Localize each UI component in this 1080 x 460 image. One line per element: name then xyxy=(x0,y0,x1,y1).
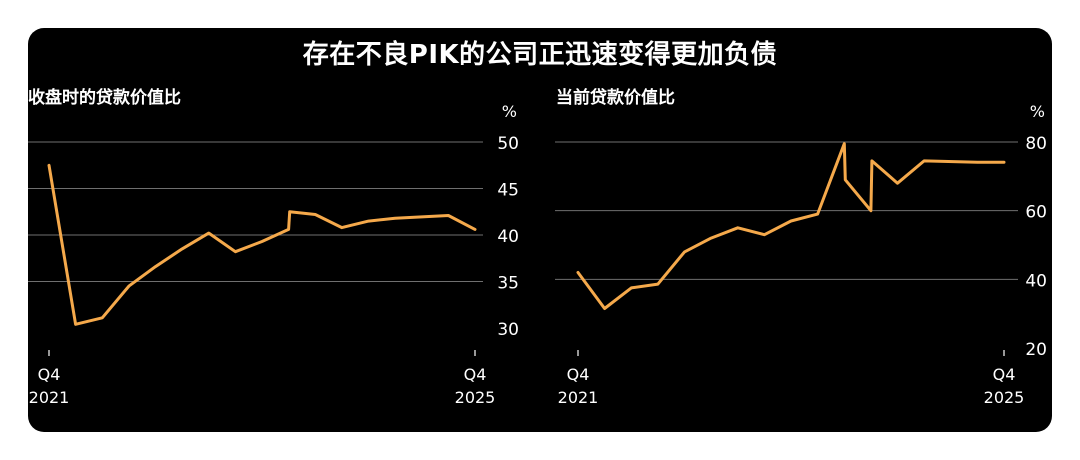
left-series-line xyxy=(47,163,477,326)
right-y-tick-label: 40 xyxy=(1025,271,1047,291)
left-unit-label: % xyxy=(502,102,517,121)
left-y-tick-label: 50 xyxy=(497,134,519,154)
left-panel-title: 收盘时的贷款价值比 xyxy=(28,88,181,108)
right-x-tick-label: Q4 xyxy=(567,365,590,384)
right-y-tick-label: 20 xyxy=(1025,340,1047,360)
right-y-tick-label: 80 xyxy=(1025,134,1047,154)
right-series-line xyxy=(576,142,1006,310)
left-y-tick-label: 45 xyxy=(497,181,519,201)
right-x-tick-label: Q4 xyxy=(993,365,1016,384)
left-x-tick-label: Q4 xyxy=(464,365,487,384)
left-x-tick-label: 2021 xyxy=(29,388,70,407)
left-y-tick-label: 30 xyxy=(497,320,519,340)
right-unit-label: % xyxy=(1030,102,1045,121)
right-x-tick-label: 2021 xyxy=(558,388,599,407)
main-title: 存在不良PIK的公司正迅速变得更加负债 xyxy=(302,40,778,70)
left-x-tick-label: 2025 xyxy=(455,388,496,407)
left-y-tick-label: 40 xyxy=(497,227,519,247)
right-x-tick-label: 2025 xyxy=(984,388,1025,407)
charts-svg: 30 35 40 45 50% Q4 2021 Q4 2025 20 40 60 80% Q4 2021 Q4… xyxy=(28,102,1047,407)
chart-frame: 存在不良PIK的公司正迅速变得更加负债 收盘时的贷款价值比 当前贷款价值比 30… xyxy=(28,28,1052,432)
left-y-tick-label: 35 xyxy=(497,274,519,294)
right-panel-title: 当前贷款价值比 xyxy=(556,88,675,108)
right-y-tick-label: 60 xyxy=(1025,203,1047,223)
left-x-tick-label: Q4 xyxy=(38,365,61,384)
